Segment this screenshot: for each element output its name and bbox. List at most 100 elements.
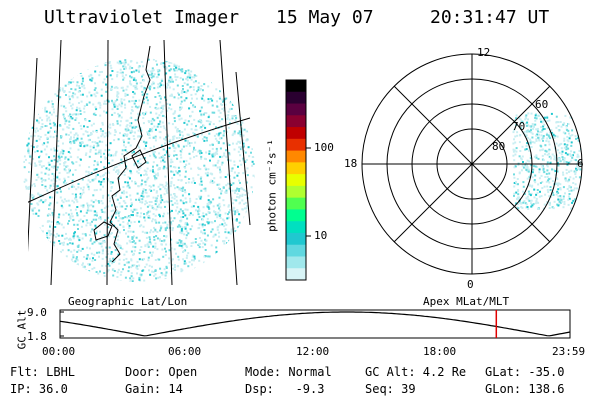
emission-pixel — [241, 129, 244, 132]
emission-pixel — [146, 205, 149, 208]
emission-pixel — [38, 163, 41, 166]
emission-pixel — [247, 76, 250, 79]
emission-pixel — [251, 268, 254, 271]
emission-pixel — [145, 191, 148, 194]
emission-pixel — [563, 122, 566, 125]
emission-pixel — [62, 142, 64, 145]
emission-pixel — [200, 231, 203, 234]
emission-pixel — [547, 179, 550, 182]
emission-pixel — [23, 127, 26, 130]
emission-pixel — [88, 101, 91, 104]
emission-pixel — [69, 131, 72, 134]
emission-pixel — [513, 194, 515, 197]
emission-pixel — [98, 180, 101, 183]
emission-pixel — [239, 194, 242, 197]
emission-pixel — [47, 213, 50, 216]
emission-pixel — [550, 131, 553, 134]
emission-pixel — [118, 211, 121, 213]
emission-pixel — [132, 79, 135, 81]
emission-pixel — [143, 147, 146, 150]
emission-pixel — [121, 102, 124, 105]
emission-pixel — [115, 228, 118, 231]
emission-pixel — [175, 142, 178, 145]
emission-pixel — [186, 223, 189, 226]
emission-pixel — [530, 112, 533, 115]
emission-pixel — [31, 87, 34, 90]
emission-pixel — [40, 177, 43, 180]
emission-pixel — [549, 137, 551, 140]
emission-pixel — [200, 152, 203, 154]
emission-pixel — [197, 167, 200, 170]
emission-pixel — [76, 156, 79, 159]
emission-pixel — [127, 176, 130, 179]
emission-pixel — [243, 95, 246, 98]
emission-pixel — [227, 182, 229, 185]
emission-pixel — [41, 180, 43, 183]
emission-pixel — [137, 129, 140, 132]
emission-pixel — [520, 205, 523, 208]
emission-pixel — [25, 263, 28, 266]
emission-pixel — [123, 98, 126, 101]
emission-pixel — [217, 187, 220, 190]
emission-pixel — [557, 198, 560, 201]
emission-pixel — [92, 130, 95, 133]
emission-pixel — [579, 116, 582, 119]
emission-pixel — [244, 121, 247, 124]
emission-pixel — [141, 258, 144, 261]
emission-pixel — [103, 152, 105, 155]
emission-pixel — [213, 69, 216, 72]
emission-pixel — [226, 118, 228, 121]
emission-pixel — [538, 171, 541, 174]
emission-pixel — [204, 172, 207, 175]
emission-pixel — [25, 252, 28, 255]
emission-pixel — [124, 59, 127, 62]
emission-pixel — [238, 130, 241, 133]
emission-pixel — [136, 106, 139, 109]
emission-pixel — [31, 223, 34, 226]
emission-pixel — [184, 227, 187, 230]
emission-pixel — [158, 167, 161, 169]
emission-pixel — [532, 123, 535, 126]
emission-pixel — [79, 218, 82, 221]
emission-pixel — [535, 113, 538, 116]
emission-pixel — [73, 249, 76, 252]
emission-pixel — [101, 211, 104, 213]
emission-pixel — [199, 87, 202, 90]
emission-pixel — [37, 249, 40, 252]
emission-pixel — [188, 261, 191, 264]
emission-pixel — [252, 114, 255, 117]
emission-pixel — [563, 139, 566, 142]
emission-pixel — [57, 159, 60, 161]
emission-pixel — [195, 209, 197, 212]
emission-pixel — [59, 281, 62, 282]
emission-pixel — [73, 223, 76, 226]
emission-pixel — [133, 249, 136, 252]
emission-pixel — [113, 101, 116, 104]
emission-pixel — [154, 196, 157, 199]
emission-pixel — [99, 216, 102, 219]
emission-pixel — [568, 184, 571, 187]
emission-pixel — [59, 159, 62, 162]
emission-pixel — [254, 211, 255, 214]
emission-pixel — [110, 67, 113, 70]
emission-pixel — [39, 256, 42, 259]
emission-pixel — [182, 251, 184, 253]
emission-pixel — [245, 239, 247, 242]
emission-pixel — [112, 123, 114, 125]
emission-pixel — [559, 160, 562, 163]
emission-pixel — [116, 105, 119, 108]
emission-pixel — [199, 168, 202, 171]
emission-pixel — [122, 65, 125, 68]
emission-pixel — [233, 160, 236, 163]
emission-pixel — [67, 213, 70, 216]
emission-pixel — [96, 214, 98, 217]
emission-pixel — [110, 220, 113, 223]
emission-pixel — [220, 261, 223, 264]
emission-pixel — [528, 175, 531, 178]
emission-pixel — [559, 188, 562, 191]
emission-pixel — [225, 97, 228, 100]
emission-pixel — [145, 96, 148, 99]
emission-pixel — [114, 211, 117, 214]
emission-pixel — [84, 154, 87, 156]
emission-pixel — [242, 115, 245, 118]
